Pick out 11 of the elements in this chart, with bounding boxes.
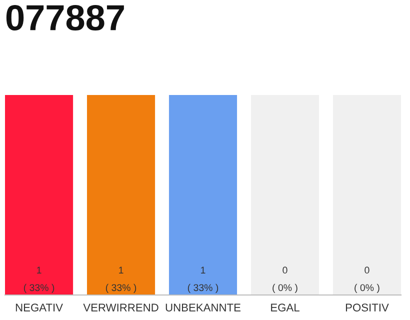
data-label: 0 ( 0% )	[272, 266, 298, 293]
data-label: 1 ( 33% )	[106, 266, 136, 293]
x-tick-label: POSITIV	[346, 304, 389, 312]
x-tick-label: NEGATIV	[16, 304, 63, 312]
chart-title: 077887	[6, 4, 124, 31]
x-tick-label: UNBEKANNTE	[166, 304, 240, 312]
data-label: 0 ( 0% )	[354, 266, 380, 293]
data-label: 1 ( 33% )	[24, 266, 54, 293]
x-tick-label: EGAL	[271, 304, 300, 312]
x-tick-label: VERWIRREND	[83, 304, 158, 312]
data-label: 1 ( 33% )	[188, 266, 218, 293]
